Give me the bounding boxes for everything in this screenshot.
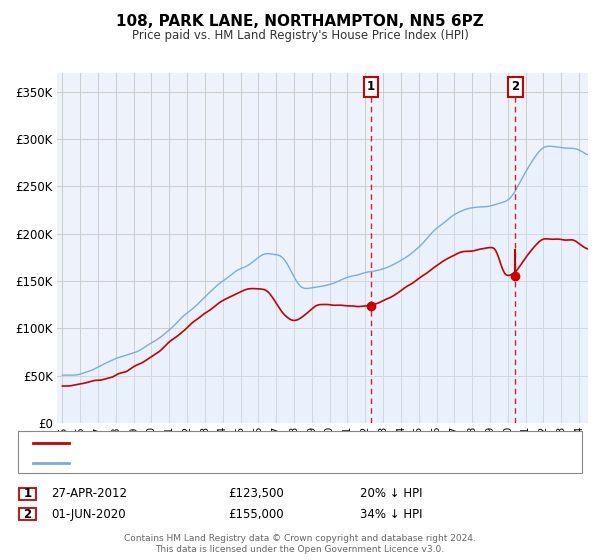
Text: 20% ↓ HPI: 20% ↓ HPI — [360, 487, 422, 501]
Text: Price paid vs. HM Land Registry's House Price Index (HPI): Price paid vs. HM Land Registry's House … — [131, 29, 469, 42]
Text: This data is licensed under the Open Government Licence v3.0.: This data is licensed under the Open Gov… — [155, 545, 445, 554]
Text: 01-JUN-2020: 01-JUN-2020 — [51, 507, 125, 521]
Text: 2: 2 — [511, 81, 520, 94]
Text: 27-APR-2012: 27-APR-2012 — [51, 487, 127, 501]
Text: £123,500: £123,500 — [228, 487, 284, 501]
Text: HPI: Average price, semi-detached house, West Northamptonshire: HPI: Average price, semi-detached house,… — [75, 458, 437, 468]
Text: 34% ↓ HPI: 34% ↓ HPI — [360, 507, 422, 521]
Text: 108, PARK LANE, NORTHAMPTON, NN5 6PZ: 108, PARK LANE, NORTHAMPTON, NN5 6PZ — [116, 14, 484, 29]
Text: 108, PARK LANE, NORTHAMPTON, NN5 6PZ (semi-detached house): 108, PARK LANE, NORTHAMPTON, NN5 6PZ (se… — [75, 438, 440, 448]
Text: 1: 1 — [367, 81, 375, 94]
Text: 1: 1 — [23, 487, 32, 501]
Text: £155,000: £155,000 — [228, 507, 284, 521]
Text: Contains HM Land Registry data © Crown copyright and database right 2024.: Contains HM Land Registry data © Crown c… — [124, 534, 476, 543]
Text: 2: 2 — [23, 507, 32, 521]
